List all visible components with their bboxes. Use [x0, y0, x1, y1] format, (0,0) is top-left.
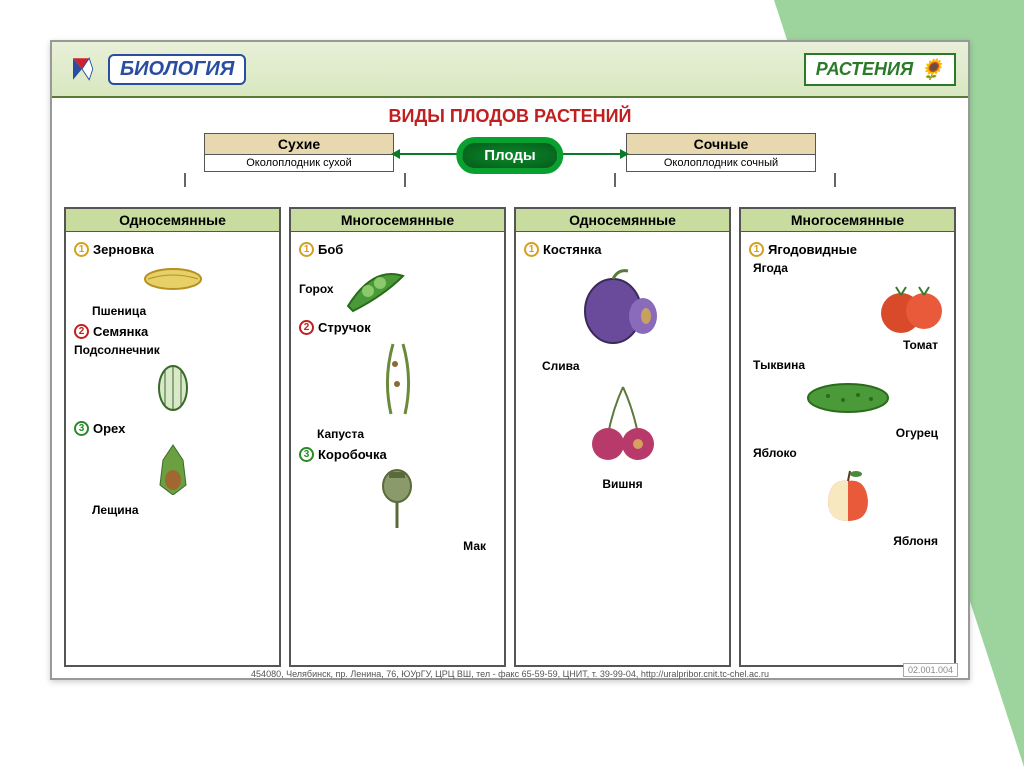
col-body: 1 Боб Горох 2 Стручок Капуста 3 Коробочка М… [291, 232, 504, 665]
num-icon: 1 [299, 242, 314, 257]
item-label: Стручок [318, 320, 371, 335]
branch-juicy: Сочные Околоплодник сочный [626, 133, 816, 172]
pod-icon [373, 339, 423, 419]
item-example: Подсолнечник [74, 343, 271, 357]
num-icon: 1 [74, 242, 89, 257]
item-label: Коробочка [318, 447, 387, 462]
connector [834, 173, 836, 187]
item-example: Пшеница [92, 304, 271, 318]
subitem-name: Яблоко [753, 446, 946, 460]
item-label: Ягодовидные [768, 242, 857, 257]
subitem-ex: Огурец [767, 426, 938, 440]
item-example: Вишня [524, 477, 721, 491]
num-icon: 2 [74, 324, 89, 339]
sunflower-icon: 🌻 [919, 57, 944, 82]
item-example: Мак [317, 539, 486, 553]
arrow-left [399, 153, 459, 155]
wheat-icon [138, 261, 208, 296]
col-juicy-multi: Многосемянные 1 Ягодовидные Ягода Томат Т… [739, 207, 956, 667]
poster-frame: БИОЛОГИЯ РАСТЕНИЯ 🌻 ВИДЫ ПЛОДОВ РАСТЕНИЙ… [50, 40, 970, 680]
logo-icon [64, 51, 100, 87]
col-dry-multi: Многосемянные 1 Боб Горох 2 Стручок Капуст… [289, 207, 506, 667]
root-node: Плоды [456, 137, 563, 174]
main-title: ВИДЫ ПЛОДОВ РАСТЕНИЙ [64, 106, 956, 127]
connector [404, 173, 406, 187]
branch-dry: Сухие Околоплодник сухой [204, 133, 394, 172]
connector [184, 173, 186, 187]
col-header: Односемянные [66, 209, 279, 232]
subject-label: РАСТЕНИЯ [816, 59, 913, 80]
page-code: 02.001.004 [903, 663, 958, 677]
item-example: Горох [299, 282, 334, 296]
branch-juicy-sub: Околоплодник сочный [626, 155, 816, 172]
footer-text: 454080, Челябинск, пр. Ленина, 76, ЮУрГУ… [64, 669, 956, 679]
poppy-icon [375, 466, 420, 531]
branch-dry-sub: Околоплодник сухой [204, 155, 394, 172]
pea-icon [338, 261, 408, 316]
col-header: Односемянные [516, 209, 729, 232]
subitem-name: Ягода [753, 261, 946, 275]
item-label: Костянка [543, 242, 601, 257]
apple-icon [818, 466, 878, 526]
item-label: Зерновка [93, 242, 154, 257]
branch-juicy-label: Сочные [626, 133, 816, 155]
col-header: Многосемянные [741, 209, 954, 232]
columns: Односемянные 1Зерновка Пшеница 2Семянка … [64, 207, 956, 667]
num-icon: 1 [749, 242, 764, 257]
num-icon: 3 [74, 421, 89, 436]
item-example: Капуста [317, 427, 496, 441]
tree-top: Плоды Сухие Околоплодник сухой Сочные Ок… [64, 131, 956, 201]
title-badge: БИОЛОГИЯ [108, 54, 246, 85]
content-area: ВИДЫ ПЛОДОВ РАСТЕНИЙ Плоды Сухие Околопл… [52, 98, 968, 683]
subitem-name: Тыквина [753, 358, 946, 372]
title-bar: БИОЛОГИЯ РАСТЕНИЯ 🌻 [52, 42, 968, 98]
subitem-ex: Томат [767, 338, 938, 352]
item-label: Боб [318, 242, 343, 257]
subitem-ex: Яблоня [767, 534, 938, 548]
tomato-icon [876, 281, 946, 336]
connector [614, 173, 616, 187]
arrow-right [561, 153, 621, 155]
col-header: Многосемянные [291, 209, 504, 232]
logo-block: БИОЛОГИЯ [64, 51, 246, 87]
item-example: Слива [542, 359, 721, 373]
item-label: Семянка [93, 324, 148, 339]
col-body: 1Зерновка Пшеница 2Семянка Подсолнечник … [66, 232, 279, 665]
hazel-icon [148, 440, 198, 495]
seed-icon [153, 363, 193, 413]
cherry-icon [583, 379, 663, 469]
cucumber-icon [803, 378, 893, 418]
item-example: Лещина [92, 503, 271, 517]
num-icon: 3 [299, 447, 314, 462]
col-body: 1Ягодовидные Ягода Томат Тыквина Огурец … [741, 232, 954, 665]
col-juicy-single: Односемянные 1 Костянка Слива Вишня [514, 207, 731, 667]
num-icon: 1 [524, 242, 539, 257]
plum-icon [578, 261, 668, 351]
col-dry-single: Односемянные 1Зерновка Пшеница 2Семянка … [64, 207, 281, 667]
branch-dry-label: Сухие [204, 133, 394, 155]
subject-badge: РАСТЕНИЯ 🌻 [804, 53, 956, 86]
num-icon: 2 [299, 320, 314, 335]
col-body: 1 Костянка Слива Вишня [516, 232, 729, 665]
item-label: Орех [93, 421, 125, 436]
